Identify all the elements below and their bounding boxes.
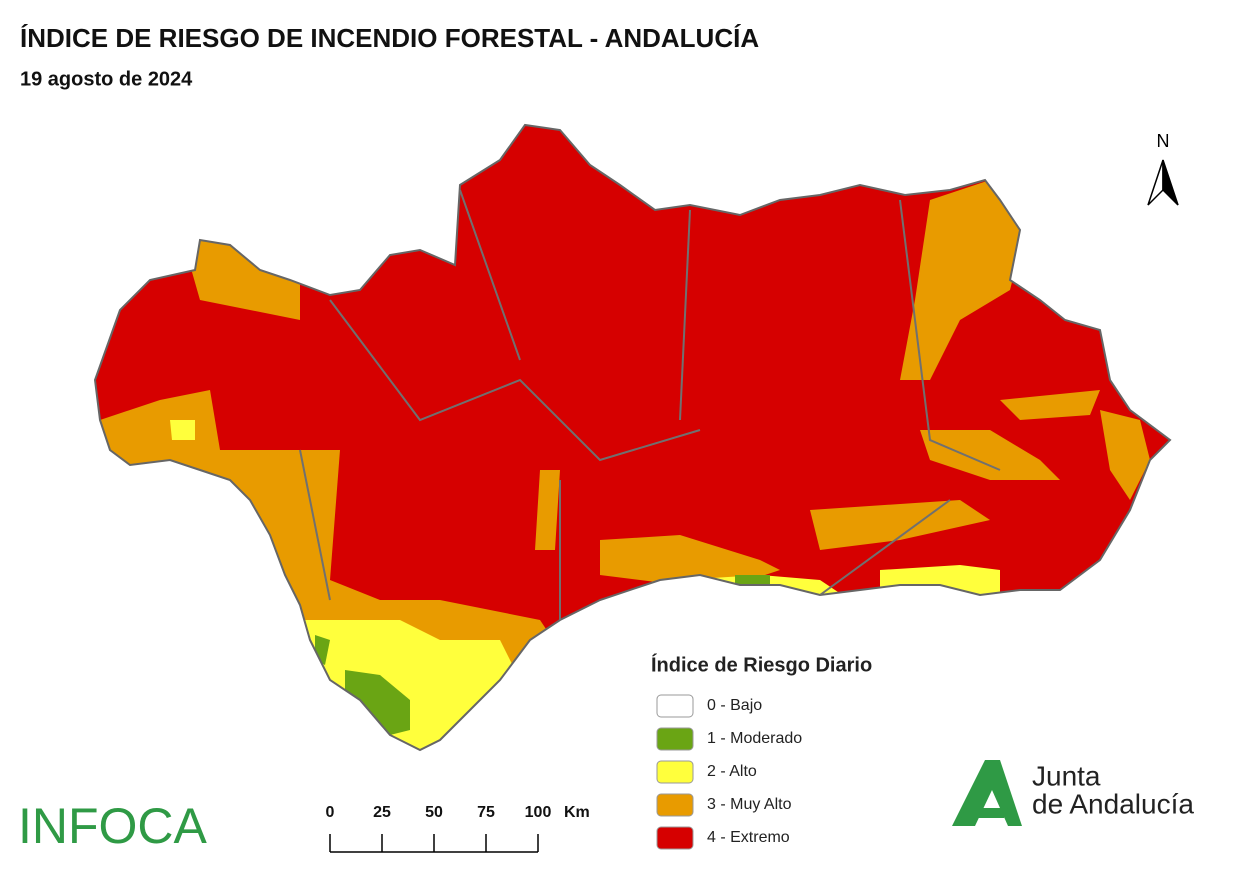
infoca-logo: INFOCA	[18, 798, 208, 854]
risk-zone	[735, 575, 770, 585]
legend-title: Índice de Riesgo Diario	[651, 653, 872, 676]
risk-zone	[810, 500, 990, 550]
junta-logo: Junta de Andalucía	[952, 760, 1194, 826]
risk-map	[95, 125, 1170, 750]
risk-zone	[535, 470, 560, 550]
legend-swatch	[656, 793, 694, 817]
risk-zone	[170, 420, 195, 440]
risk-zone	[920, 430, 1060, 480]
junta-text: Junta	[1032, 760, 1101, 791]
legend-swatch	[656, 727, 694, 751]
risk-zone	[1000, 390, 1100, 420]
legend-swatch	[656, 826, 694, 850]
province-borders	[299, 189, 1001, 620]
scale-unit: Km	[564, 804, 590, 821]
legend-label: 4 - Extremo	[707, 829, 790, 846]
risk-zone	[1100, 410, 1150, 500]
scale-label: 50	[425, 804, 443, 821]
risk-zone	[900, 180, 1025, 380]
legend-label: 0 - Bajo	[707, 697, 762, 714]
junta-text: de Andalucía	[1032, 788, 1194, 819]
legend-swatch	[656, 694, 694, 718]
north-arrow-right	[1162, 159, 1179, 206]
legend-label: 3 - Muy Alto	[707, 796, 792, 813]
junta-symbol-bar	[961, 808, 1008, 818]
legend-label: 2 - Alto	[707, 763, 757, 780]
legend-label: 1 - Moderado	[707, 730, 802, 747]
title: ÍNDICE DE RIESGO DE INCENDIO FORESTAL - …	[20, 23, 759, 53]
scale-label: 25	[373, 804, 391, 821]
risk-zone	[300, 620, 520, 750]
scale-label: 0	[326, 804, 335, 821]
scale-bar: 0 25 50 75 100 Km	[326, 804, 590, 853]
north-label: N	[1157, 131, 1170, 151]
legend-swatch	[656, 760, 694, 784]
scale-label: 75	[477, 804, 495, 821]
risk-zone	[345, 670, 410, 735]
north-arrow: N	[1147, 131, 1179, 206]
subtitle: 19 agosto de 2024	[20, 68, 193, 90]
north-arrow-left	[1147, 159, 1164, 206]
legend: Índice de Riesgo Diario 0 - Bajo 1 - Mode…	[651, 653, 872, 850]
risk-zone	[95, 125, 1170, 750]
scale-label: 100	[525, 804, 552, 821]
